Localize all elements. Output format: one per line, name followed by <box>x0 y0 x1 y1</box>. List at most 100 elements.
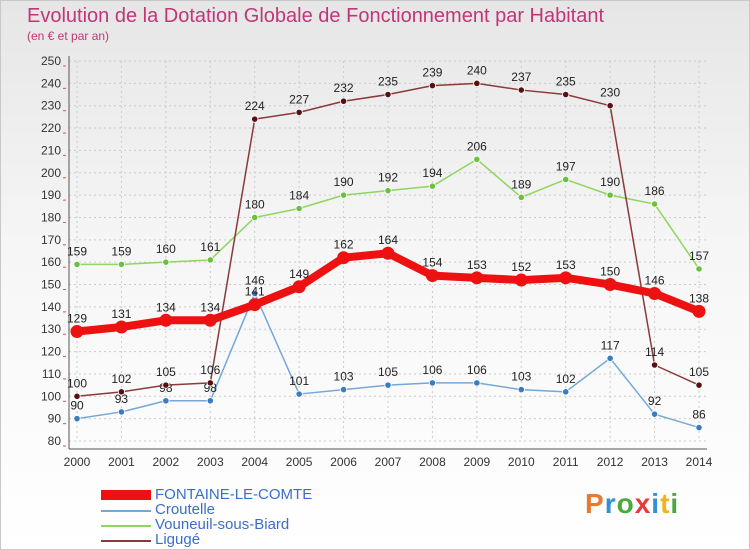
data-point <box>650 361 659 369</box>
data-point <box>251 115 259 123</box>
data-point <box>648 286 662 300</box>
data-label: 129 <box>67 311 87 325</box>
data-point <box>337 251 351 265</box>
x-tick-label: 2000 <box>64 455 91 469</box>
data-label: 146 <box>645 273 665 287</box>
x-tick-label: 2007 <box>375 455 402 469</box>
data-label: 160 <box>156 242 176 256</box>
x-tick-label: 2011 <box>553 455 579 469</box>
data-point <box>650 200 659 208</box>
data-point <box>695 265 703 273</box>
data-label: 102 <box>556 372 576 386</box>
data-label: 141 <box>245 285 265 299</box>
data-label: 86 <box>692 408 706 422</box>
data-label: 134 <box>156 300 176 314</box>
data-label: 102 <box>111 372 131 386</box>
data-point <box>162 258 170 266</box>
legend-swatch <box>101 510 151 512</box>
y-tick-label: 90 <box>48 412 62 426</box>
data-label: 237 <box>511 70 531 84</box>
data-point <box>70 324 84 338</box>
data-label: 90 <box>70 399 84 413</box>
data-label: 150 <box>600 265 620 279</box>
data-label: 235 <box>378 75 398 89</box>
y-tick-label: 190 <box>41 188 61 202</box>
y-tick-label: 210 <box>41 143 61 157</box>
logo-letter: t <box>660 488 671 519</box>
data-label: 131 <box>111 307 131 321</box>
legend-label: Vouneuil-sous-Biard <box>155 516 290 533</box>
data-point <box>251 289 259 298</box>
x-tick-label: 2005 <box>286 455 313 469</box>
y-tick-label: 240 <box>41 76 61 90</box>
data-point <box>425 269 439 283</box>
data-label: 197 <box>556 159 576 173</box>
logo-letter: r <box>604 488 617 519</box>
legend-swatch <box>101 490 151 500</box>
data-point <box>295 390 303 398</box>
data-point <box>384 187 392 195</box>
data-label: 105 <box>156 365 176 379</box>
x-tick-label: 2008 <box>419 455 446 469</box>
data-point <box>251 213 259 222</box>
data-label: 153 <box>467 258 487 272</box>
data-label: 93 <box>115 392 129 406</box>
data-point <box>117 260 126 269</box>
data-point <box>514 273 528 287</box>
data-label: 105 <box>378 365 398 379</box>
x-tick-label: 2009 <box>464 455 491 469</box>
x-tick-label: 2012 <box>597 455 624 469</box>
x-tick-label: 2004 <box>241 455 268 469</box>
y-tick-label: 200 <box>41 166 61 180</box>
chart-subtitle: (en € et par an) <box>27 29 110 43</box>
y-tick-label: 120 <box>41 345 61 359</box>
data-point <box>428 182 437 190</box>
data-label: 105 <box>689 365 709 379</box>
series-vouneuil-sous-biard: 159 159 160 161 180 184 190 192 194 206 189 197 190 1… <box>67 139 709 273</box>
data-point <box>428 81 437 90</box>
x-axis: 2000 2001 2002 2003 2004 2005 2006 2007 2008 2009… <box>64 61 713 469</box>
data-point <box>695 381 703 389</box>
data-point <box>206 256 214 264</box>
data-label: 232 <box>334 81 354 95</box>
data-label: 194 <box>422 166 442 180</box>
y-tick-label: 130 <box>41 322 61 336</box>
x-tick-label: 2001 <box>108 455 135 469</box>
x-tick-label: 2003 <box>197 455 224 469</box>
data-label: 190 <box>600 175 620 189</box>
x-tick-label: 2014 <box>686 455 713 469</box>
data-point <box>206 397 214 405</box>
data-point <box>248 298 262 312</box>
x-tick-label: 2002 <box>153 455 180 469</box>
data-label: 134 <box>200 300 220 314</box>
data-point <box>559 271 573 285</box>
data-point <box>473 379 481 387</box>
series-ligug-: 100 102 105 106 224 227 232 235 239 240 237 235 230 1… <box>67 63 709 400</box>
data-point <box>292 280 306 294</box>
data-point <box>117 408 126 416</box>
data-label: 154 <box>422 256 442 270</box>
data-point <box>606 354 614 362</box>
data-point <box>117 388 126 396</box>
data-label: 239 <box>422 66 442 80</box>
data-label: 106 <box>200 363 220 377</box>
y-tick-label: 100 <box>41 389 61 403</box>
y-tick-label: 150 <box>41 278 61 292</box>
data-point <box>606 191 614 199</box>
data-point <box>73 415 81 423</box>
data-point <box>159 313 173 327</box>
data-point <box>517 86 525 94</box>
y-tick-label: 220 <box>41 121 61 135</box>
data-point <box>470 271 484 285</box>
data-point <box>162 381 170 389</box>
data-point <box>517 385 525 394</box>
data-point <box>162 397 170 405</box>
data-point <box>562 175 570 184</box>
logo-letter: i <box>670 488 680 519</box>
data-point <box>339 97 348 105</box>
data-label: 190 <box>334 175 354 189</box>
logo-letter: P <box>585 488 605 519</box>
data-point <box>473 155 481 163</box>
